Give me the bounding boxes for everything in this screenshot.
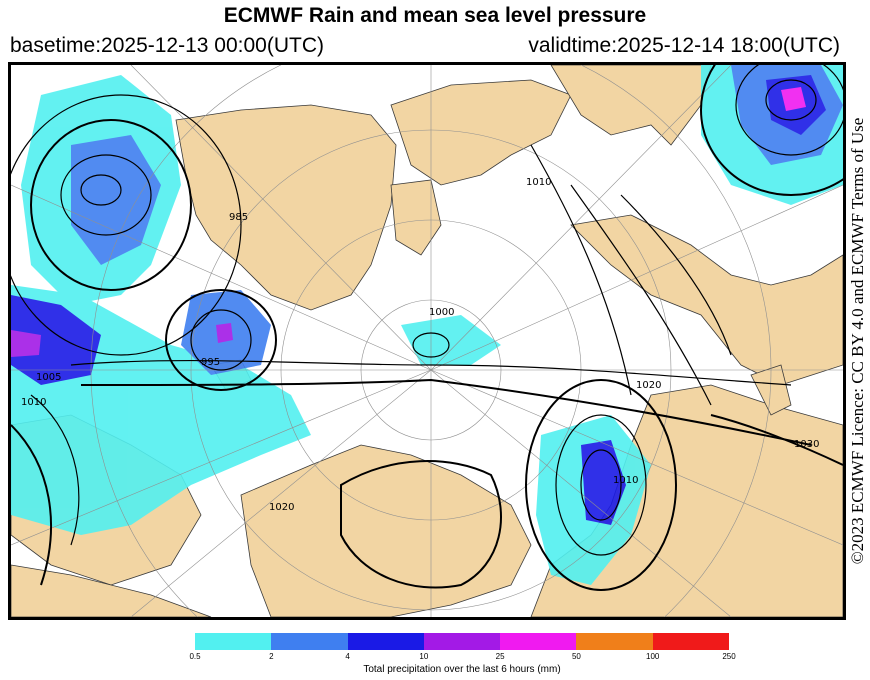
isobar-iceland-low-2 xyxy=(165,289,277,391)
legend-swatch xyxy=(195,633,272,650)
license-strip: ©2023 ECMWF Licence: CC BY 4.0 and ECMWF… xyxy=(847,62,869,620)
chart-title: ECMWF Rain and mean sea level pressure xyxy=(223,4,647,27)
isobar-labels: 1000 1020 1030 1010 1010 1010 1020 985 9… xyxy=(21,177,819,513)
precip-pacific-low-peak xyxy=(781,87,806,111)
isobar-layer xyxy=(11,65,843,591)
isobar-label: 1010 xyxy=(526,177,551,188)
precip-pole-patch xyxy=(401,315,501,365)
legend-tick: 0.5 xyxy=(189,652,201,661)
isobar-label: 1010 xyxy=(21,397,46,408)
alaska-northwest-coast xyxy=(550,65,712,146)
isobar-europe-2 xyxy=(11,424,52,586)
isobar-pacific-low-1 xyxy=(765,79,817,121)
isobar-arctic-2 xyxy=(80,378,812,446)
greenland xyxy=(175,104,397,311)
isobar-label: 1005 xyxy=(36,372,61,383)
isobar-iceland-low-1 xyxy=(190,309,252,371)
svalbard xyxy=(390,179,442,256)
isobar-atlantic-low-2 xyxy=(60,154,152,236)
isobar-high-east xyxy=(710,414,843,466)
legend-swatch xyxy=(500,633,577,650)
legend-tick: 100 xyxy=(646,652,660,661)
isobar-atlantic-low-3 xyxy=(30,119,192,291)
legend-swatch xyxy=(576,633,653,650)
isobar-arctic-4 xyxy=(570,184,712,406)
legend-tick: 4 xyxy=(345,652,350,661)
graticule-layer xyxy=(11,65,843,617)
isobar-siberian-low-1 xyxy=(580,449,622,521)
europe-south xyxy=(11,564,212,617)
north-america-east xyxy=(570,214,843,386)
isobar-arctic-3 xyxy=(530,144,632,396)
legend-swatch xyxy=(347,633,424,650)
legend-swatch xyxy=(652,633,729,650)
isobar-label: 985 xyxy=(229,212,248,223)
precip-west-band-core xyxy=(11,295,101,385)
legend-tick: 2 xyxy=(269,652,274,661)
precip-iceland-peak xyxy=(216,323,233,343)
legend-tick: 10 xyxy=(419,652,429,661)
legend-tick: 50 xyxy=(571,652,581,661)
precip-west-band-peak xyxy=(11,330,41,357)
legend-label: Total precipitation over the last 6 hour… xyxy=(363,664,561,675)
isobar-atlantic-low-4 xyxy=(11,94,242,356)
legend-tick: 250 xyxy=(722,652,736,661)
isobar-label: 1000 xyxy=(429,307,454,318)
isobar-label: 1010 xyxy=(613,475,638,486)
isobar-label: 1020 xyxy=(636,380,661,391)
legend-tick: 25 xyxy=(495,652,505,661)
isobar-arctic-1 xyxy=(70,359,792,386)
legend-ticks: 0.5 2 4 10 25 50 100 250 xyxy=(189,652,735,664)
isobar-siberian-high xyxy=(340,460,502,589)
isobar-siberian-low-3 xyxy=(525,379,677,591)
validtime-label: validtime:2025-12-14 18:00(UTC) xyxy=(528,34,840,57)
isobar-europe-1 xyxy=(30,394,80,546)
precip-legend-bar xyxy=(195,633,729,650)
map-panel[interactable]: 1000 1020 1030 1010 1010 1010 1020 985 9… xyxy=(8,62,846,620)
isobar-pole-low xyxy=(412,332,450,358)
license-text: ©2023 ECMWF Licence: CC BY 4.0 and ECMWF… xyxy=(848,117,867,565)
legend-swatch xyxy=(271,633,348,650)
isobar-pacific-low-3 xyxy=(700,65,843,196)
isobar-canada-1 xyxy=(620,194,732,356)
isobar-pacific-low-2 xyxy=(735,65,843,156)
isobar-label: 1020 xyxy=(269,502,294,513)
isobar-label: 1030 xyxy=(794,439,819,450)
isobar-label: 995 xyxy=(201,357,220,368)
legend-swatch xyxy=(423,633,501,650)
basetime-label: basetime:2025-12-13 00:00(UTC) xyxy=(10,34,324,57)
isobar-atlantic-low-1 xyxy=(80,174,122,206)
precip-siberian-low-core xyxy=(581,440,626,525)
russia-central xyxy=(240,444,532,617)
isobar-siberian-low-2 xyxy=(555,414,647,556)
map-canvas: 1000 1020 1030 1010 1010 1010 1020 985 9… xyxy=(11,65,843,617)
